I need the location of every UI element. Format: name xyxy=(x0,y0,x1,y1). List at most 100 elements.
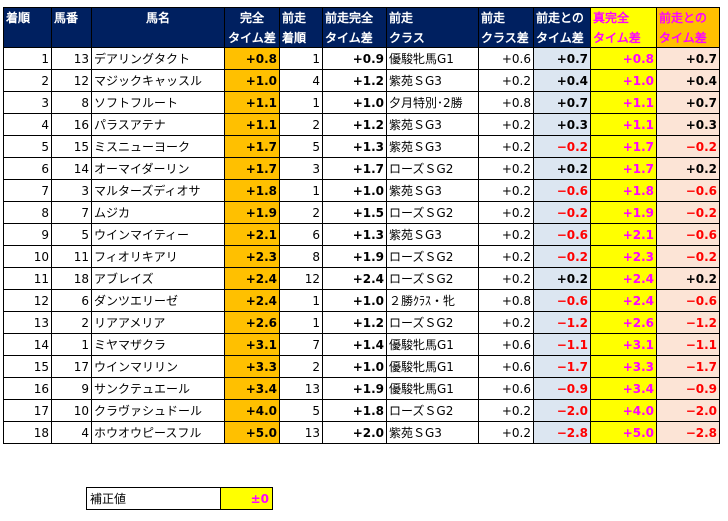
cell-complete-time: +2.3 xyxy=(224,245,280,268)
cell-horse-name: ミスニューヨーク xyxy=(91,135,225,158)
cell-prev-rank: 5 xyxy=(279,399,323,422)
table-row: 17 10 クラヴァシュドール +4.0 5 +1.8 ローズＳG2 +0.2 −2.0 +4.0… xyxy=(3,399,720,422)
cell-prev-time-diff: −1.7 xyxy=(656,355,720,378)
cell-prev-complete-time: +1.7 xyxy=(322,157,387,180)
cell-prev-complete-time: +2.0 xyxy=(322,421,387,444)
cell-number: 13 xyxy=(51,47,92,70)
header-row-2: タイム差 着順 タイム差 クラス クラス差 タイム差 タイム差 タイム差 xyxy=(3,27,720,48)
cell-prev-class: 紫苑ＳG3 xyxy=(386,223,479,246)
cell-prev-diff: +0.7 xyxy=(533,91,591,114)
cell-number: 14 xyxy=(51,157,92,180)
cell-number: 3 xyxy=(51,179,92,202)
header-prev-diff: 前走との xyxy=(533,7,591,28)
cell-prev-rank: 1 xyxy=(279,289,323,312)
cell-prev-diff: −0.6 xyxy=(533,289,591,312)
cell-prev-rank: 13 xyxy=(279,377,323,400)
cell-prev-class-diff: +0.8 xyxy=(478,91,534,114)
header-row-1: 着順 馬番 馬名 完全 前走 前走完全 前走 前走 前走との 真完全 前走との xyxy=(3,7,720,28)
cell-prev-class: ローズＳG2 xyxy=(386,399,479,422)
cell-prev-class-diff: +0.2 xyxy=(478,399,534,422)
cell-horse-name: クラヴァシュドール xyxy=(91,399,225,422)
cell-prev-class-diff: +0.6 xyxy=(478,377,534,400)
cell-prev-time-diff: −0.9 xyxy=(656,377,720,400)
cell-prev-rank: 6 xyxy=(279,223,323,246)
cell-rank: 10 xyxy=(3,245,52,268)
cell-rank: 9 xyxy=(3,223,52,246)
cell-prev-class: 紫苑ＳG3 xyxy=(386,113,479,136)
cell-prev-time-diff: −0.6 xyxy=(656,179,720,202)
cell-prev-class: 優駿牝馬G1 xyxy=(386,47,479,70)
cell-true-complete: +1.0 xyxy=(590,69,657,92)
header-rank-sub xyxy=(3,27,52,48)
cell-prev-complete-time: +2.4 xyxy=(322,267,387,290)
cell-prev-rank: 4 xyxy=(279,69,323,92)
table-row: 5 15 ミスニューヨーク +1.7 5 +1.3 紫苑ＳG3 +0.2 −0.2 +1.7 −0.… xyxy=(3,135,720,158)
cell-number: 17 xyxy=(51,355,92,378)
cell-true-complete: +2.6 xyxy=(590,311,657,334)
cell-prev-diff: −1.2 xyxy=(533,311,591,334)
cell-complete-time: +5.0 xyxy=(224,421,280,444)
cell-rank: 18 xyxy=(3,421,52,444)
cell-rank: 6 xyxy=(3,157,52,180)
table-row: 2 12 マジックキャッスル +1.0 4 +1.2 紫苑ＳG3 +0.2 +0.4 +1.0 +0… xyxy=(3,69,720,92)
cell-prev-class-diff: +0.2 xyxy=(478,69,534,92)
cell-prev-time-diff: +0.7 xyxy=(656,91,720,114)
cell-prev-diff: −0.6 xyxy=(533,179,591,202)
cell-prev-class-diff: +0.8 xyxy=(478,289,534,312)
cell-true-complete: +0.8 xyxy=(590,47,657,70)
header-prev-rank-sub: 着順 xyxy=(279,27,323,48)
cell-prev-rank: 1 xyxy=(279,311,323,334)
cell-prev-complete-time: +1.0 xyxy=(322,179,387,202)
table-row: 9 5 ウインマイティー +2.1 6 +1.3 紫苑ＳG3 +0.2 −0.6 +2.1 −0.6 xyxy=(3,223,720,246)
cell-prev-class: ２勝ｸﾗｽ・牝 xyxy=(386,289,479,312)
cell-horse-name: ダンツエリーゼ xyxy=(91,289,225,312)
cell-horse-name: フィオリキアリ xyxy=(91,245,225,268)
cell-horse-name: マルターズディオサ xyxy=(91,179,225,202)
header-prev-complete-time-sub: タイム差 xyxy=(322,27,387,48)
cell-prev-time-diff: +0.7 xyxy=(656,47,720,70)
cell-number: 10 xyxy=(51,399,92,422)
cell-true-complete: +5.0 xyxy=(590,421,657,444)
header-prev-complete-time: 前走完全 xyxy=(322,7,387,28)
table-row: 10 11 フィオリキアリ +2.3 8 +1.9 ローズＳG2 +0.2 −0.2 +2.3 −0… xyxy=(3,245,720,268)
cell-prev-complete-time: +1.9 xyxy=(322,245,387,268)
cell-horse-name: デアリングタクト xyxy=(91,47,225,70)
cell-prev-complete-time: +1.9 xyxy=(322,377,387,400)
table-row: 7 3 マルターズディオサ +1.8 1 +1.0 紫苑ＳG3 +0.2 −0.6 +1.8 −0.… xyxy=(3,179,720,202)
cell-prev-time-diff: −2.0 xyxy=(656,399,720,422)
cell-prev-class-diff: +0.6 xyxy=(478,333,534,356)
cell-prev-class: 優駿牝馬G1 xyxy=(386,333,479,356)
cell-prev-class: 夕月特別･2勝 xyxy=(386,91,479,114)
cell-prev-class-diff: +0.2 xyxy=(478,245,534,268)
cell-prev-class: 紫苑ＳG3 xyxy=(386,421,479,444)
cell-number: 4 xyxy=(51,421,92,444)
table-row: 18 4 ホウオウピースフル +5.0 13 +2.0 紫苑ＳG3 +0.2 −2.8 +5.0−… xyxy=(3,421,720,444)
cell-complete-time: +2.1 xyxy=(224,223,280,246)
cell-prev-class: ローズＳG2 xyxy=(386,201,479,224)
correction-table: 補正値 ±0 xyxy=(86,487,273,510)
header-prev-rank: 前走 xyxy=(279,7,323,28)
cell-true-complete: +2.4 xyxy=(590,289,657,312)
cell-complete-time: +2.6 xyxy=(224,311,280,334)
cell-rank: 7 xyxy=(3,179,52,202)
cell-prev-rank: 7 xyxy=(279,333,323,356)
cell-true-complete: +1.7 xyxy=(590,135,657,158)
cell-true-complete: +3.1 xyxy=(590,333,657,356)
header-true-complete: 真完全 xyxy=(590,7,657,28)
cell-number: 15 xyxy=(51,135,92,158)
cell-prev-rank: 5 xyxy=(279,135,323,158)
cell-prev-time-diff: −0.2 xyxy=(656,201,720,224)
cell-complete-time: +0.8 xyxy=(224,47,280,70)
cell-prev-time-diff: −0.2 xyxy=(656,245,720,268)
cell-rank: 12 xyxy=(3,289,52,312)
cell-complete-time: +1.1 xyxy=(224,113,280,136)
cell-prev-time-diff: −2.8 xyxy=(656,421,720,444)
cell-prev-rank: 1 xyxy=(279,91,323,114)
cell-true-complete: +2.1 xyxy=(590,223,657,246)
table-row: 16 9 サンクテュエール +3.4 13 +1.9 優駿牝馬G1 +0.6 −0.9 +3.4−… xyxy=(3,377,720,400)
cell-rank: 3 xyxy=(3,91,52,114)
cell-true-complete: +2.4 xyxy=(590,267,657,290)
header-prev-time-diff: 前走との xyxy=(656,7,720,28)
cell-rank: 15 xyxy=(3,355,52,378)
cell-true-complete: +1.8 xyxy=(590,179,657,202)
